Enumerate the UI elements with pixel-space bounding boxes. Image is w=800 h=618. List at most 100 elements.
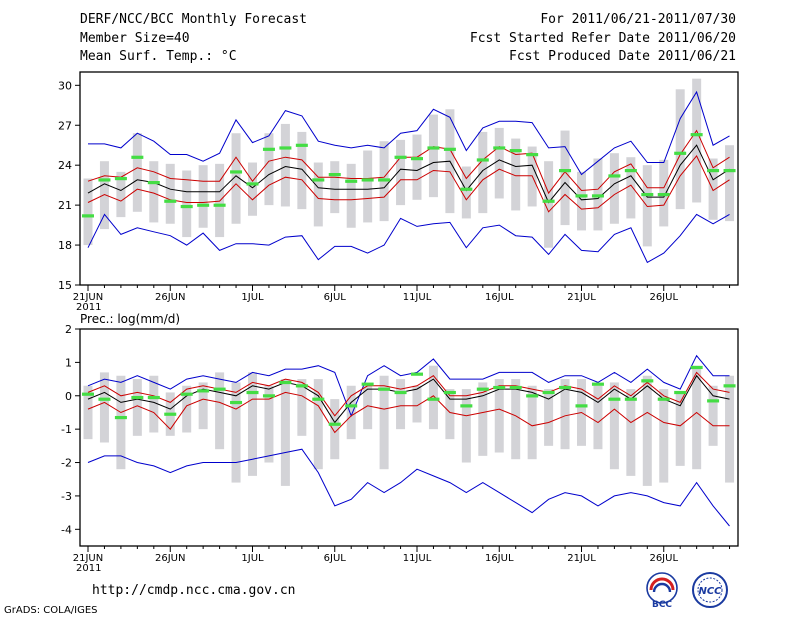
- temperature-ensemble-marker: [345, 179, 358, 183]
- precipitation-ensemble-marker: [82, 392, 94, 396]
- temperature-spread-box: [165, 163, 175, 224]
- precipitation-frame: [79, 328, 739, 547]
- precipitation-spread-box: [445, 389, 455, 440]
- temperature-spread-box: [544, 161, 554, 248]
- temperature-spread-box: [725, 145, 735, 222]
- temperature-ensemble-marker: [246, 182, 259, 186]
- source-url[interactable]: http://cmdp.ncc.cma.gov.cn: [92, 583, 296, 598]
- temperature-spread-box: [182, 170, 192, 238]
- precipitation-ensemble-marker: [361, 382, 374, 386]
- precipitation-spread-box: [428, 365, 438, 430]
- precipitation-ytick-label: -4: [61, 523, 72, 536]
- precipitation-ensemble-marker: [575, 404, 588, 408]
- precipitation-ensemble-marker: [526, 394, 539, 398]
- precipitation-spread-box: [132, 379, 142, 436]
- precipitation-spread-box: [527, 385, 537, 460]
- temperature-ensemble-marker: [98, 178, 111, 182]
- precipitation-ensemble-marker: [723, 384, 736, 388]
- temperature-ensemble-marker: [394, 155, 407, 159]
- precipitation-ensemble-marker: [443, 390, 456, 395]
- temperature-ensemble-marker: [443, 147, 456, 151]
- precipitation-ensemble-marker: [591, 382, 604, 386]
- precipitation-max-line: [87, 354, 730, 418]
- precipitation-spread-box: [412, 385, 422, 423]
- temperature-ensemble-marker: [657, 192, 670, 197]
- temperature-spread-box: [346, 163, 356, 228]
- temperature-upper-line: [87, 129, 730, 195]
- temperature-spread-box: [461, 166, 471, 219]
- temperature-ensemble-marker: [542, 199, 555, 203]
- bcc-logo: BCC: [646, 572, 678, 610]
- temperature-ensemble-marker: [460, 187, 473, 191]
- precipitation-ensemble-marker: [394, 390, 407, 395]
- precipitation-ensemble-marker: [295, 384, 308, 388]
- precipitation-ensemble-marker: [641, 379, 654, 383]
- temperature-ensemble-marker: [197, 203, 210, 207]
- temperature-ensemble-marker: [147, 180, 160, 185]
- temperature-spread-box: [494, 127, 504, 199]
- temperature-ensemble-marker: [575, 194, 588, 198]
- temperature-xtick-year: 2011: [76, 302, 101, 313]
- temperature-spread-box: [330, 161, 340, 214]
- precipitation-ytick-label: -2: [61, 457, 72, 470]
- temperature-ensemble-marker: [723, 169, 736, 173]
- precipitation-ensemble-marker: [411, 372, 423, 376]
- precipitation-spread-box: [396, 379, 406, 430]
- precipitation-spread-box: [593, 385, 603, 450]
- temperature-spread-box: [478, 131, 488, 214]
- precipitation-xtick-label: 16JUL: [485, 553, 514, 564]
- svg-text:BCC: BCC: [652, 600, 672, 610]
- forecast-period: For 2011/06/21-2011/07/30: [540, 12, 736, 27]
- precipitation-spread-box: [478, 382, 488, 456]
- precipitation-ensemble-marker: [328, 422, 341, 426]
- temperature-ytick-label: 15: [58, 279, 72, 292]
- temperature-xtick-label: 21JUN: [73, 292, 103, 303]
- precipitation-spread-box: [313, 379, 323, 470]
- temperature-spread-box: [577, 171, 586, 231]
- precipitation-ensemble-marker: [262, 394, 275, 398]
- precipitation-ensemble-marker: [345, 404, 358, 408]
- temperature-ensemble-marker: [82, 214, 94, 218]
- temperature-xtick-label: 11JUL: [403, 292, 432, 303]
- temperature-ytick-label: 30: [58, 79, 72, 92]
- precipitation-spread-box: [264, 385, 274, 463]
- precipitation-ensemble-marker: [493, 385, 506, 390]
- temperature-frame: [79, 71, 739, 286]
- precipitation-spread-box: [215, 372, 225, 450]
- svg-text:NCC: NCC: [698, 586, 722, 597]
- temperature-spread-box: [99, 161, 109, 230]
- temperature-max-line: [88, 90, 730, 176]
- temperature-spread-box: [560, 130, 570, 226]
- precipitation-spread-box: [379, 375, 389, 470]
- precipitation-ytick-label: 1: [65, 356, 72, 369]
- variable-label: Mean Surf. Temp.: °C: [80, 49, 237, 64]
- temperature-xtick-label: 21JUL: [567, 292, 596, 303]
- ncc-logo: NCC: [692, 572, 728, 608]
- precipitation-ytick-label: 2: [65, 323, 72, 336]
- temperature-spread-box: [609, 153, 619, 224]
- precipitation-xtick-label: 11JUL: [403, 553, 432, 564]
- temperature-ensemble-marker: [378, 178, 391, 182]
- precipitation-xtick-label: 26JUN: [155, 553, 185, 564]
- precipitation-spread-box: [675, 392, 685, 466]
- temperature-spread-box: [428, 114, 438, 198]
- temperature-ensemble-marker: [624, 169, 637, 173]
- precipitation-ensemble-marker: [180, 392, 193, 396]
- temperature-spread-box: [248, 162, 257, 216]
- temperature-ensemble-marker: [131, 155, 144, 159]
- precipitation-spread-box: [248, 372, 257, 476]
- precipitation-spread-box: [83, 385, 93, 440]
- precipitation-title: Prec.: log(mm/d): [80, 312, 180, 326]
- temperature-xtick-label: 26JUN: [155, 292, 185, 303]
- precipitation-ensemble-marker: [657, 397, 670, 401]
- temperature-spread-box: [297, 131, 307, 210]
- precipitation-ensemble-marker: [164, 412, 177, 416]
- precipitation-ensemble-marker: [707, 399, 720, 403]
- precipitation-ensemble-marker: [542, 390, 555, 395]
- precipitation-ensemble-marker: [674, 390, 687, 395]
- temperature-ensemble-marker: [476, 158, 489, 162]
- temperature-xtick-label: 16JUL: [485, 292, 514, 303]
- temperature-ensemble-marker: [608, 174, 621, 178]
- precipitation-spread-box: [708, 385, 718, 446]
